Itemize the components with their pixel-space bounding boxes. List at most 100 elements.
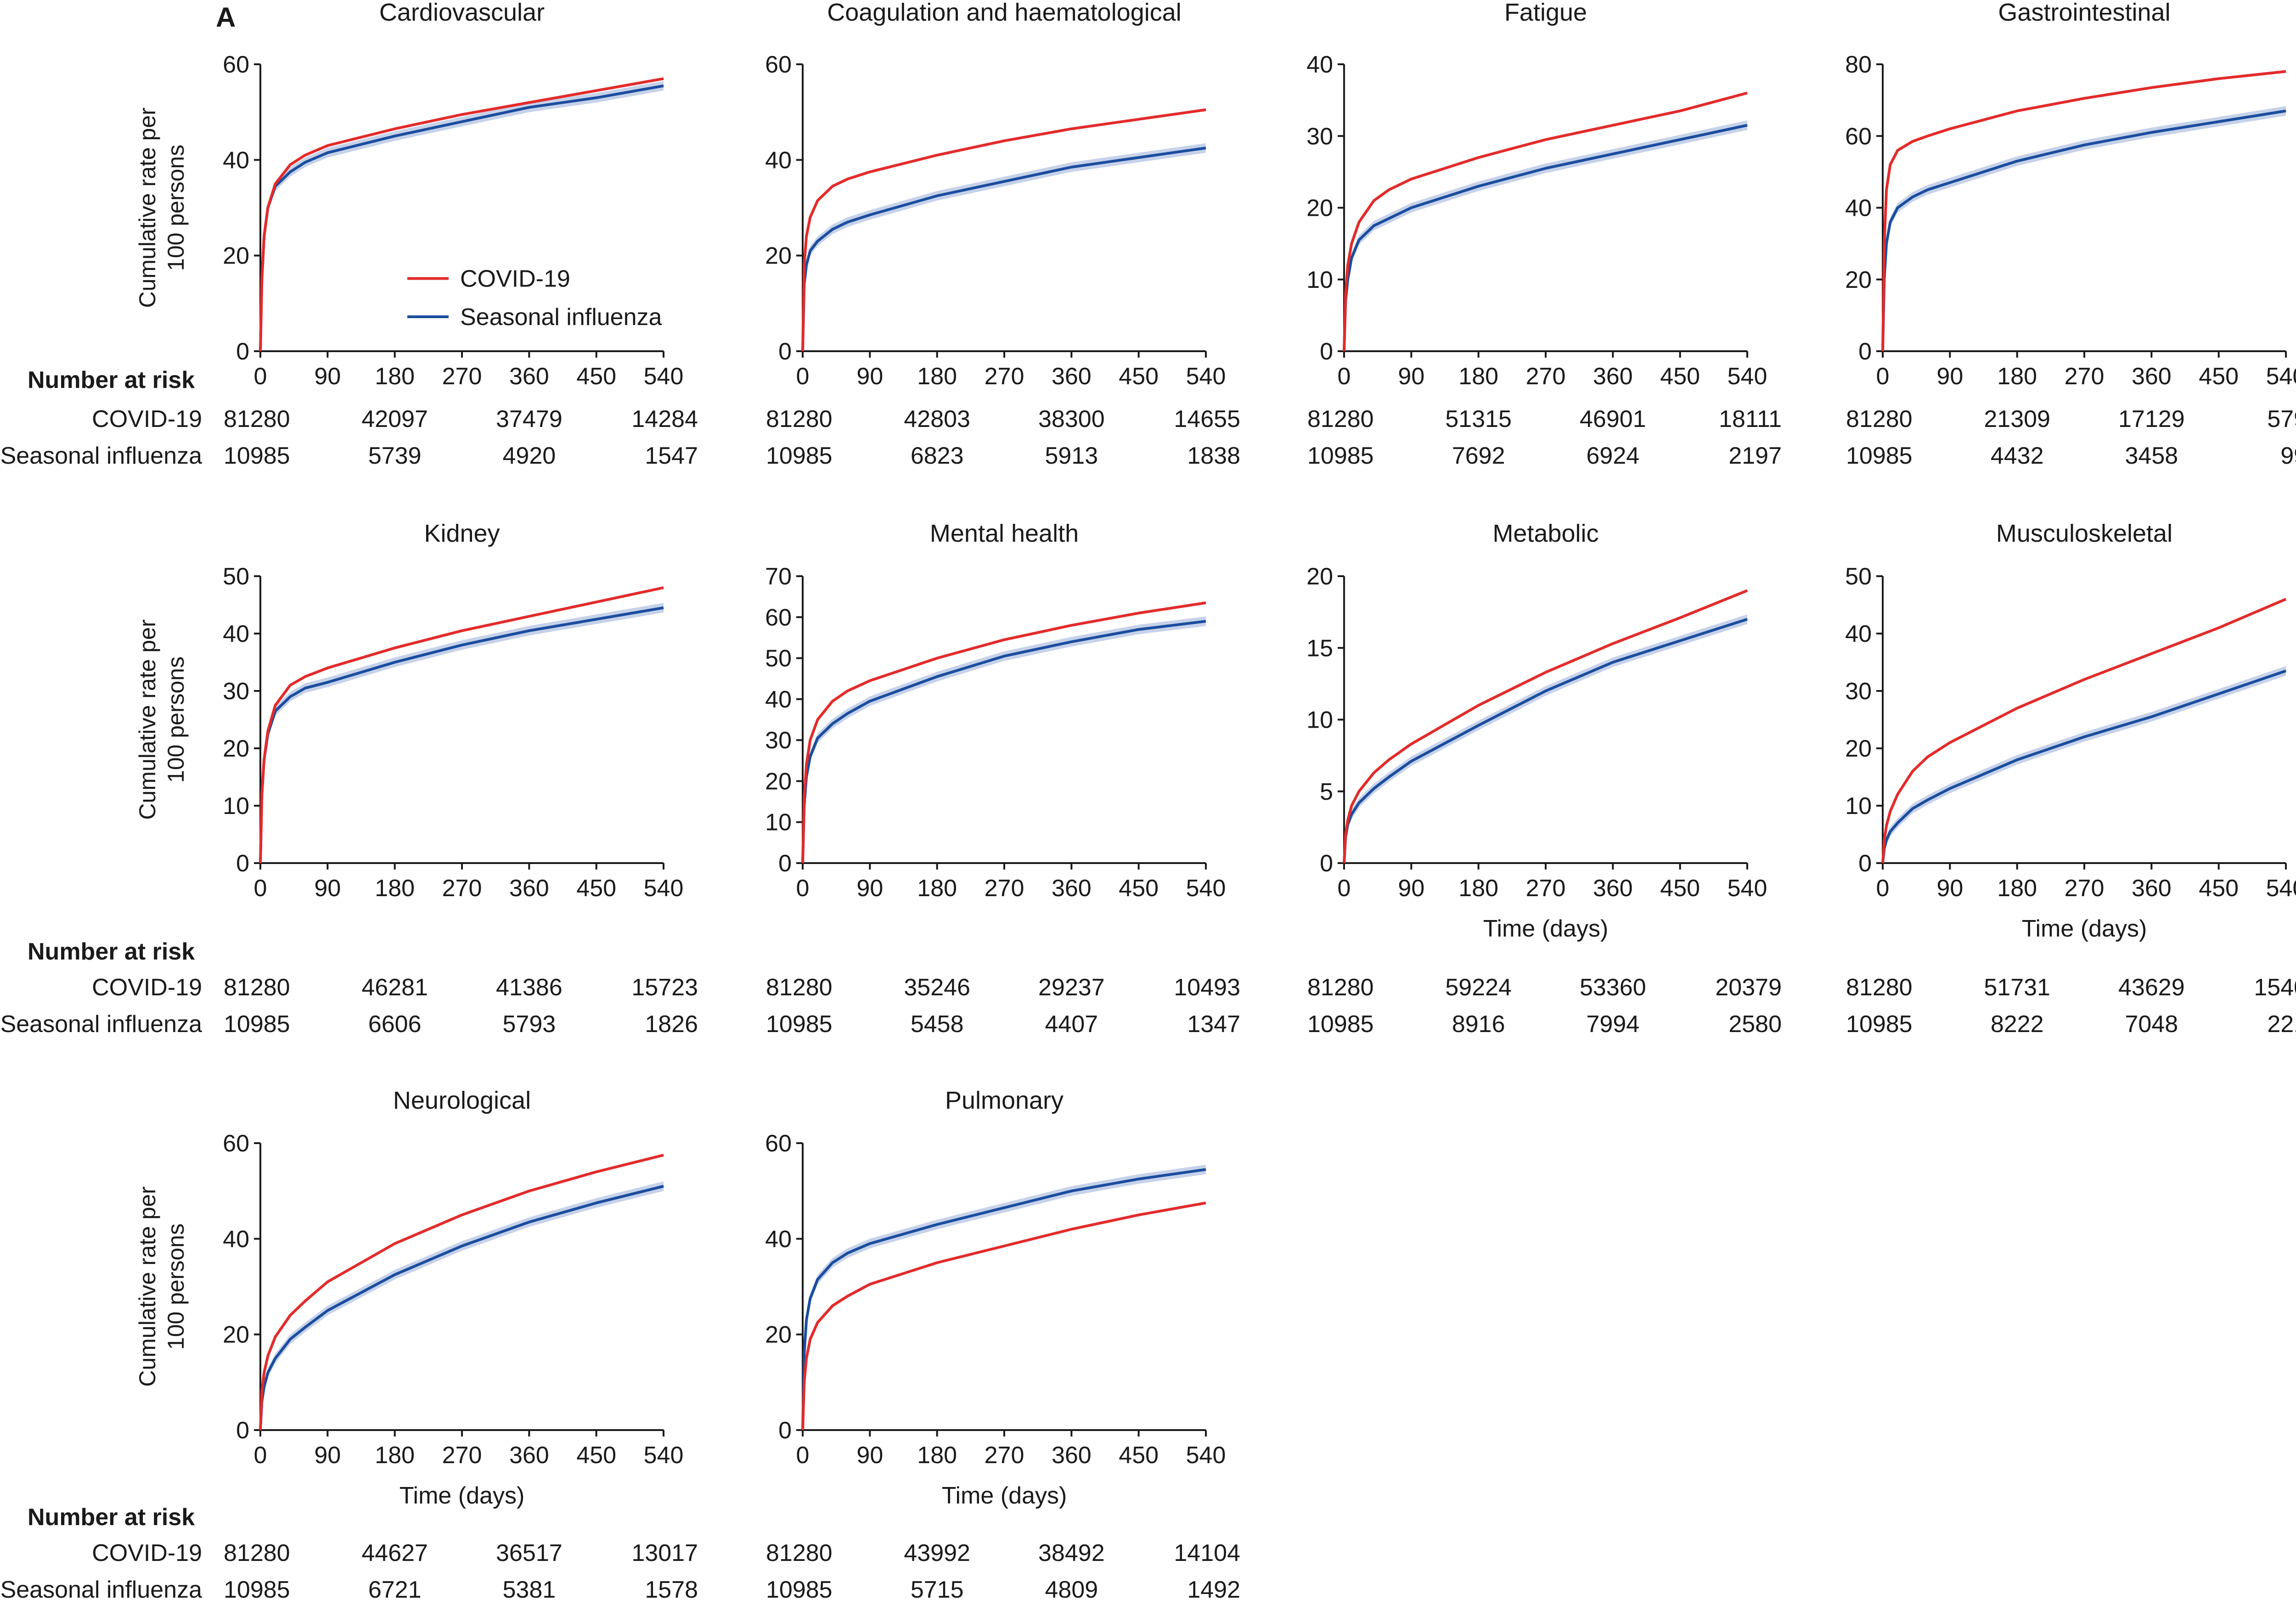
risk-row-label-flu: Seasonal influenza [0, 1577, 203, 1603]
y-tick-label: 10 [1845, 793, 1872, 819]
y-tick-label: 60 [1845, 123, 1872, 150]
x-tick-label: 360 [1052, 875, 1092, 902]
y-axis-title: Cumulative rate per 100 persons [135, 619, 189, 819]
risk-row-label-covid: COVID-19 [92, 974, 202, 1001]
chart-panel: Coagulation and haematological 0 20 40 60 0 90… [765, 0, 1240, 469]
risk-value-covid: 17129 [2118, 406, 2185, 432]
risk-value-flu: 5913 [1045, 443, 1098, 469]
y-tick-label: 0 [1320, 338, 1333, 365]
x-tick-label: 90 [314, 363, 341, 390]
flu-confidence-band [260, 81, 664, 351]
risk-value-covid: 14104 [1174, 1540, 1240, 1566]
x-tick-label: 270 [442, 875, 482, 902]
y-tick-label: 20 [1306, 195, 1333, 222]
x-tick-label: 180 [917, 875, 957, 902]
risk-value-covid: 81280 [766, 974, 833, 1001]
series-line-covid-19 [801, 1201, 1206, 1431]
x-tick-label: 450 [1119, 363, 1159, 390]
x-tick-label: 180 [375, 875, 415, 902]
risk-value-flu: 5381 [502, 1577, 556, 1603]
chart-panel: Kidney 0 10 20 30 40 50 0 90 180 270 360 450 540 Cumul… [0, 520, 698, 1038]
risk-row-label-flu: Seasonal influenza [0, 1011, 203, 1038]
series-line-covid-19 [801, 108, 1206, 352]
x-tick-label: 450 [2199, 363, 2239, 390]
y-tick-label: 20 [765, 768, 792, 795]
risk-value-covid: 15404 [2254, 974, 2296, 1001]
series-line-seasonal-influenza [1881, 109, 2286, 352]
risk-value-flu: 10985 [1307, 1011, 1374, 1038]
y-tick-label: 40 [1845, 195, 1872, 222]
y-tick-label: 10 [765, 809, 792, 836]
x-tick-label: 270 [985, 363, 1024, 390]
x-tick-label: 0 [796, 1442, 810, 1469]
x-tick-label: 90 [856, 1442, 883, 1469]
risk-value-flu: 10985 [766, 1577, 833, 1603]
chart-title: Cardiovascular [379, 0, 545, 26]
series-line-seasonal-influenza [801, 146, 1206, 352]
risk-value-flu: 10985 [1846, 443, 1913, 469]
y-tick-label: 20 [223, 1322, 249, 1348]
x-tick-label: 90 [1936, 363, 1963, 390]
x-tick-label: 540 [644, 363, 684, 390]
x-tick-label: 270 [442, 363, 482, 390]
x-tick-label: 180 [1458, 875, 1498, 902]
y-tick-label: 60 [765, 51, 792, 78]
series-line-seasonal-influenza [801, 620, 1206, 864]
x-tick-label: 270 [985, 1442, 1024, 1469]
risk-table-header: Number at risk [28, 1504, 195, 1531]
risk-value-flu: 1578 [645, 1577, 698, 1603]
y-tick-label: 0 [236, 1417, 249, 1444]
x-axis-title: Time (days) [2022, 915, 2147, 942]
x-tick-label: 360 [2132, 875, 2172, 902]
x-tick-label: 180 [1997, 875, 2037, 902]
risk-value-covid: 81280 [766, 1540, 833, 1566]
series-line-seasonal-influenza [259, 1184, 664, 1431]
y-tick-label: 0 [778, 1417, 792, 1444]
x-tick-label: 90 [314, 1442, 341, 1469]
y-tick-label: 50 [765, 645, 792, 672]
x-tick-label: 180 [1997, 363, 2037, 390]
risk-value-flu: 10985 [1307, 443, 1374, 469]
risk-value-covid: 51731 [1984, 974, 2050, 1001]
risk-value-flu: 992 [2280, 443, 2296, 469]
y-tick-label: 0 [778, 338, 792, 365]
risk-value-flu: 10985 [224, 443, 290, 469]
y-tick-label: 0 [236, 850, 249, 877]
y-tick-label: 30 [1845, 678, 1872, 705]
x-tick-label: 540 [1728, 875, 1767, 902]
flu-confidence-band [1883, 106, 2286, 352]
y-tick-label: 70 [765, 563, 792, 590]
series-line-covid-19 [1881, 70, 2286, 352]
risk-value-flu: 5739 [368, 443, 422, 469]
risk-value-flu: 6823 [911, 443, 964, 469]
y-tick-label: 0 [1320, 850, 1333, 877]
y-tick-label: 0 [1858, 850, 1872, 877]
y-tick-label: 60 [765, 1130, 792, 1157]
series-line-seasonal-influenza [1343, 123, 1748, 352]
flu-confidence-band [803, 1164, 1206, 1430]
x-tick-label: 360 [509, 1442, 549, 1469]
y-axis-title: Cumulative rate per 100 persons [135, 107, 189, 308]
y-tick-label: 0 [778, 850, 792, 877]
x-tick-label: 540 [1186, 875, 1226, 902]
x-tick-label: 450 [576, 1442, 616, 1469]
risk-value-covid: 81280 [1307, 406, 1374, 432]
y-tick-label: 60 [223, 51, 249, 78]
chart-title: Metabolic [1492, 520, 1598, 547]
x-tick-label: 450 [576, 875, 616, 902]
risk-value-flu: 1492 [1187, 1577, 1240, 1603]
series-line-covid-19 [259, 77, 664, 352]
x-tick-label: 540 [1728, 363, 1767, 390]
y-tick-label: 30 [1306, 123, 1333, 150]
x-tick-label: 90 [1398, 875, 1424, 902]
y-axis-title-line: Cumulative rate per [135, 619, 160, 819]
x-tick-label: 450 [1119, 875, 1159, 902]
y-tick-label: 40 [223, 147, 249, 174]
risk-value-covid: 81280 [1846, 974, 1913, 1001]
x-tick-label: 360 [1593, 875, 1633, 902]
risk-value-flu: 8222 [1991, 1011, 2044, 1038]
x-tick-label: 0 [254, 363, 267, 390]
chart-panel: Gastrointestinal 0 20 40 60 80 0 90 180 270 360 450… [1845, 0, 2296, 469]
x-tick-label: 0 [1876, 875, 1890, 902]
risk-row-label-flu: Seasonal influenza [0, 443, 203, 469]
